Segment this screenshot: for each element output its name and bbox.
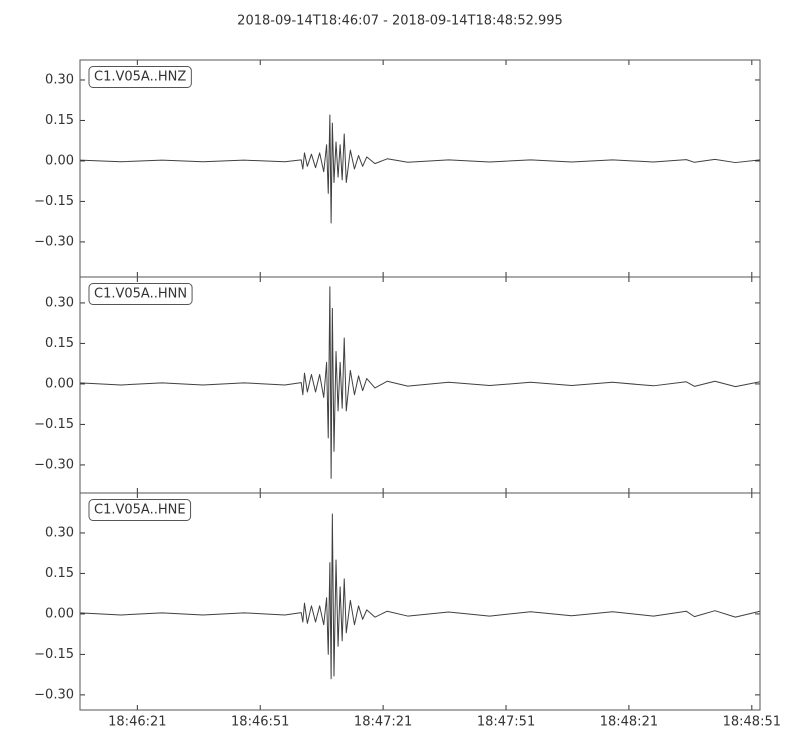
y-tick-label: 0.30 [45,72,74,87]
x-tick-label: 18:47:21 [354,715,412,730]
y-tick-label: 0.15 [45,336,74,351]
chart-title: 2018-09-14T18:46:07 - 2018-09-14T18:48:5… [237,14,563,29]
y-tick-label: 0.30 [45,525,74,540]
x-tick-label: 18:46:21 [108,715,166,730]
y-tick-label: −0.15 [34,194,74,209]
plot-frame [79,492,761,711]
y-tick-label: −0.15 [34,647,74,662]
y-tick-label: −0.30 [34,457,74,472]
x-tick-label: 18:47:51 [477,715,535,730]
x-tick-label: 18:46:51 [231,715,289,730]
trace-label-box [88,499,192,521]
trace-label: C1.V05A..HNN [94,287,187,302]
x-tick-label: 18:48:51 [723,715,781,730]
trace [79,114,761,224]
trace-label: C1.V05A..HNZ [94,70,186,85]
y-tick-label: 0.15 [45,566,74,581]
trace-label-box [88,66,192,88]
trace [79,286,761,479]
y-tick-label: −0.15 [34,417,74,432]
trace-label: C1.V05A..HNE [94,503,186,518]
y-tick-label: 0.00 [45,606,74,621]
y-tick-label: −0.30 [34,234,74,249]
y-tick-label: 0.15 [45,113,74,128]
y-tick-label: 0.00 [45,376,74,391]
y-tick-label: 0.00 [45,153,74,168]
y-tick-label: 0.30 [45,295,74,310]
trace-label-box [88,283,193,305]
y-tick-label: −0.30 [34,687,74,702]
trace [79,513,761,680]
x-tick-label: 18:48:21 [600,715,658,730]
